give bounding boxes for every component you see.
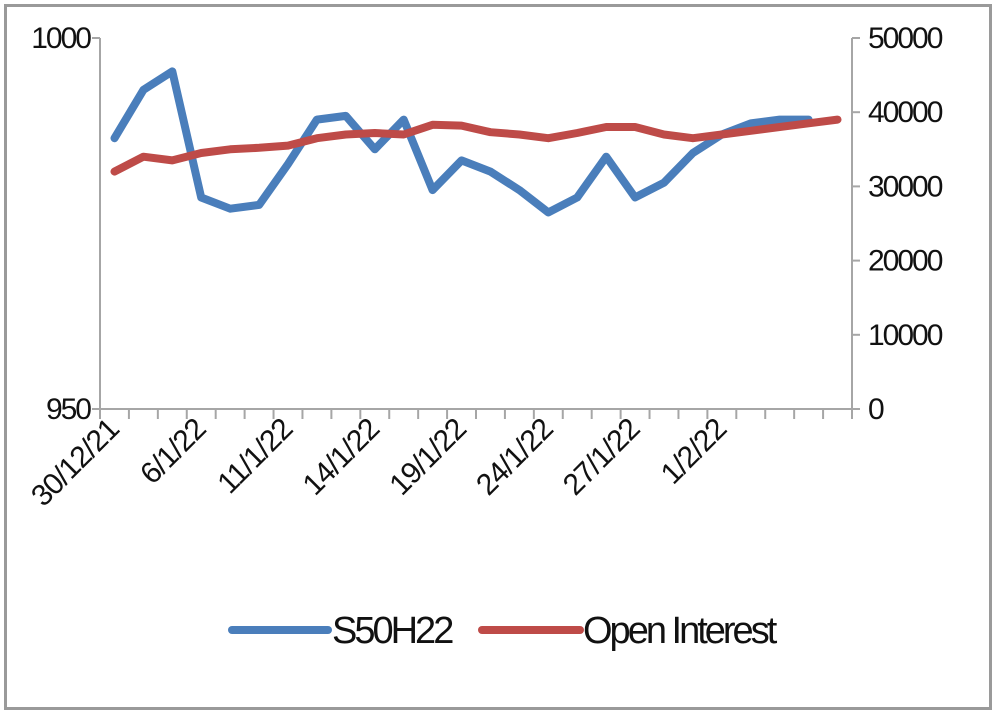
x-axis-tick-label: 24/1/22 <box>470 412 559 501</box>
x-axis-tick-label: 1/2/22 <box>655 412 733 490</box>
x-axis-tick-label: 11/1/22 <box>211 412 299 500</box>
legend-label: Open Interest <box>583 610 778 652</box>
right-axis-tick-label: 0 <box>868 393 884 426</box>
right-axis-tick-label: 40000 <box>868 96 943 129</box>
series-layer <box>110 67 842 217</box>
legend: S50H22 Open Interest <box>228 610 781 652</box>
right-axis-tick-label: 30000 <box>868 170 943 203</box>
x-axis-tick-label: 27/1/22 <box>557 412 646 501</box>
axes-layer: 1000 950 50000 40000 30000 20000 10000 0 30/12/2… <box>25 22 945 513</box>
right-axis-tick-label: 10000 <box>868 319 943 352</box>
legend-label: S50H22 <box>332 610 453 652</box>
left-axis-tick-label: 1000 <box>31 22 91 55</box>
right-axis-tick-label: 50000 <box>868 22 943 55</box>
x-axis-tick-label: 30/12/21 <box>25 412 125 512</box>
x-axis-tick-label: 6/1/22 <box>134 412 212 490</box>
x-axis-tick-label: 19/1/22 <box>383 412 472 501</box>
left-axis-tick-label: 950 <box>46 393 91 426</box>
series-line-open-interest <box>110 115 842 176</box>
x-axis-tick-label: 14/1/22 <box>297 412 386 501</box>
series-line-s50h22 <box>110 67 813 217</box>
right-axis-tick-label: 20000 <box>868 245 943 278</box>
